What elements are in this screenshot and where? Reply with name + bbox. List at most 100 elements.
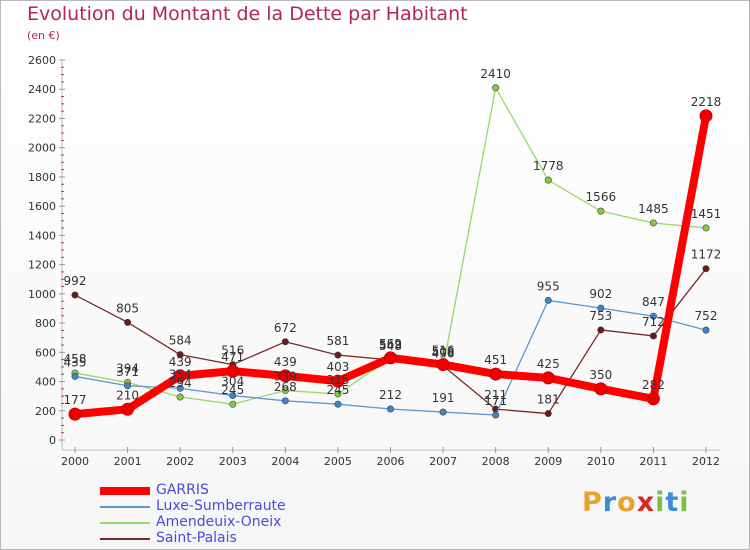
data-point-saint-palais: [176, 351, 184, 359]
legend-item-saint-palais: Saint-Palais: [100, 530, 360, 546]
legend-swatch-amendeuix-oneix: [100, 522, 150, 524]
data-point-amendeuix-oneix: [702, 224, 710, 232]
x-tick-label: 2002: [166, 455, 194, 468]
data-label-garris: 451: [484, 353, 507, 367]
data-label-garris: 403: [326, 360, 349, 374]
data-point-saint-palais: [597, 326, 605, 334]
logo-letter: o: [617, 487, 637, 518]
data-label-amendeuix-oneix: 294: [169, 376, 192, 390]
y-tick-label: 200: [35, 405, 56, 418]
data-label-amendeuix-oneix: 394: [116, 361, 139, 375]
data-point-luxe-sumberraute: [71, 372, 79, 380]
legend-label-luxe-sumberraute: Luxe-Sumberraute: [156, 498, 286, 514]
legend-item-luxe-sumberraute: Luxe-Sumberraute: [100, 498, 360, 514]
data-point-amendeuix-oneix: [649, 219, 657, 227]
y-tick-label: 1000: [28, 288, 56, 301]
data-label-luxe-sumberraute: 354: [169, 367, 192, 381]
data-label-saint-palais: 211: [484, 388, 507, 402]
data-label-luxe-sumberraute: 304: [221, 375, 244, 389]
x-tick-label: 2009: [534, 455, 562, 468]
data-label-garris: 177: [64, 393, 87, 407]
y-tick-label: 2600: [28, 54, 56, 67]
data-label-saint-palais: 753: [589, 309, 612, 323]
logo-letter: r: [602, 487, 618, 518]
y-tick-label: 800: [35, 317, 56, 330]
data-point-luxe-sumberraute: [386, 405, 394, 413]
data-label-saint-palais: 1172: [691, 248, 722, 262]
data-point-saint-palais: [702, 265, 710, 273]
data-point-luxe-sumberraute: [439, 408, 447, 416]
data-label-amendeuix-oneix: 1778: [533, 159, 564, 173]
y-tick-label: 2400: [28, 83, 56, 96]
data-point-amendeuix-oneix: [281, 386, 289, 394]
y-tick-label: 1400: [28, 229, 56, 242]
y-tick-label: 2200: [28, 112, 56, 125]
data-label-luxe-sumberraute: 955: [537, 279, 560, 293]
data-point-luxe-sumberraute: [492, 411, 500, 419]
data-point-luxe-sumberraute: [649, 312, 657, 320]
data-point-garris: [646, 392, 660, 406]
data-point-amendeuix-oneix: [544, 176, 552, 184]
data-label-amendeuix-oneix: 1566: [586, 190, 617, 204]
x-tick-label: 2005: [324, 455, 352, 468]
chart-title: Evolution du Montant de la Dette par Hab…: [27, 3, 468, 25]
data-label-garris: 439: [169, 355, 192, 369]
data-point-garris: [331, 374, 345, 388]
x-tick-label: 2012: [692, 455, 720, 468]
data-label-luxe-sumberraute: 268: [274, 380, 297, 394]
data-point-luxe-sumberraute: [544, 296, 552, 304]
data-label-amendeuix-oneix: 1485: [638, 202, 669, 216]
data-point-saint-palais: [649, 332, 657, 340]
y-tick-label: 1200: [28, 259, 56, 272]
data-label-luxe-sumberraute: 371: [116, 365, 139, 379]
logo-letter: t: [665, 487, 680, 518]
data-label-garris: 2218: [691, 95, 722, 109]
legend-label-garris: GARRIS: [156, 482, 209, 498]
data-label-saint-palais: 548: [379, 339, 402, 353]
legend-swatch-saint-palais: [100, 538, 150, 540]
data-point-garris: [278, 369, 292, 383]
data-point-amendeuix-oneix: [176, 393, 184, 401]
data-label-amendeuix-oneix: 1451: [691, 207, 722, 221]
data-label-luxe-sumberraute: 752: [695, 309, 718, 323]
data-point-garris: [173, 369, 187, 383]
data-point-garris: [541, 371, 555, 385]
data-label-saint-palais: 584: [169, 334, 192, 348]
data-label-saint-palais: 805: [116, 301, 139, 315]
data-point-luxe-sumberraute: [124, 382, 132, 390]
data-label-luxe-sumberraute: 902: [589, 287, 612, 301]
legend-swatch-luxe-sumberraute: [100, 506, 150, 508]
data-point-garris: [594, 382, 608, 396]
data-label-garris: 562: [379, 337, 402, 351]
data-label-luxe-sumberraute: 191: [432, 391, 455, 405]
data-label-saint-palais: 581: [326, 334, 349, 348]
data-label-garris: 471: [221, 350, 244, 364]
data-label-garris: 516: [432, 344, 455, 358]
data-label-amendeuix-oneix: 496: [432, 347, 455, 361]
y-tick-label: 2000: [28, 142, 56, 155]
legend-label-saint-palais: Saint-Palais: [156, 530, 237, 546]
data-point-saint-palais: [281, 338, 289, 346]
logo-letter: i: [655, 487, 666, 518]
data-point-luxe-sumberraute: [334, 400, 342, 408]
data-point-garris: [68, 407, 82, 421]
data-label-saint-palais: 672: [274, 321, 297, 335]
x-tick-label: 2011: [639, 455, 667, 468]
data-label-amendeuix-oneix: 339: [274, 369, 297, 383]
legend-item-garris: GARRIS: [100, 482, 360, 498]
y-tick-label: 1600: [28, 200, 56, 213]
data-label-garris: 425: [537, 357, 560, 371]
data-point-garris: [699, 109, 713, 123]
legend-item-amendeuix-oneix: Amendeuix-Oneix: [100, 514, 360, 530]
x-tick-label: 2003: [219, 455, 247, 468]
chart-subtitle: (en €): [27, 29, 60, 42]
data-label-garris: 439: [274, 355, 297, 369]
x-tick-label: 2008: [482, 455, 510, 468]
legend-swatch-garris: [100, 487, 150, 495]
data-label-saint-palais: 712: [642, 315, 665, 329]
data-point-garris: [226, 364, 240, 378]
data-label-luxe-sumberraute: 847: [642, 295, 665, 309]
data-point-luxe-sumberraute: [597, 304, 605, 312]
data-label-amendeuix-oneix: 245: [221, 383, 244, 397]
